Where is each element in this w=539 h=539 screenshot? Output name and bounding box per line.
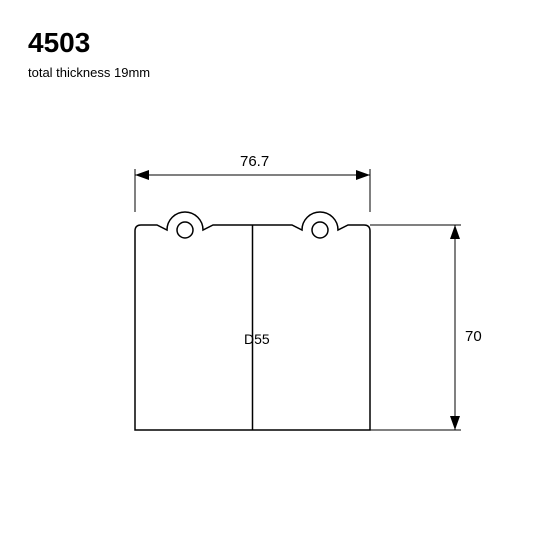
technical-drawing xyxy=(0,0,539,539)
